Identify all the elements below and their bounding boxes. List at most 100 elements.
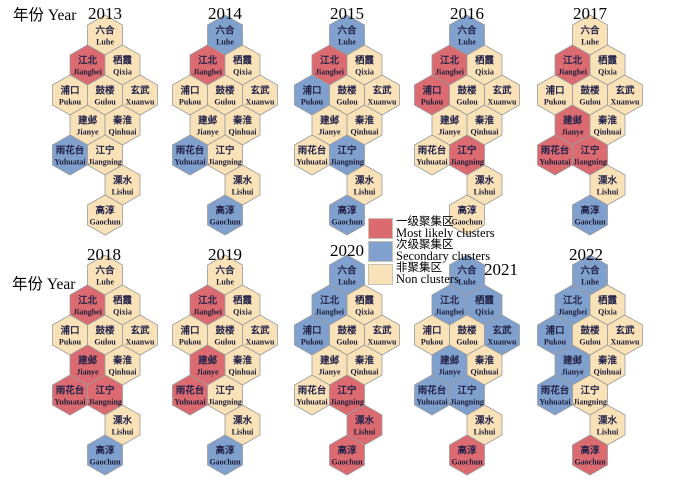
hex-label-zh-2018-gaochun: 高淳 xyxy=(95,445,115,457)
hex-label-en-2020-xuanwu: Xuanwu xyxy=(368,338,397,347)
hex-label-en-2020-luhe: Luhe xyxy=(338,278,356,287)
hex-label-zh-2016-gaochun: 高淳 xyxy=(457,205,477,217)
hex-label-zh-2016-luhe: 六合 xyxy=(457,25,477,37)
hex-label-zh-2022-jiangning: 江宁 xyxy=(580,385,600,397)
hex-label-en-2014-jiangbei: Jiangbei xyxy=(193,68,223,77)
hex-label-zh-2022-yuhuatai: 雨花台 xyxy=(541,385,570,397)
hex-label-en-2019-jiangbei: Jiangbei xyxy=(193,308,223,317)
hex-label-en-2013-luhe: Luhe xyxy=(96,38,114,47)
hex-label-zh-2018-qixia: 栖霞 xyxy=(113,295,133,307)
hex-label-en-2020-pukou: Pukou xyxy=(301,338,324,347)
hex-label-zh-2013-luhe: 六合 xyxy=(95,25,115,37)
hex-label-en-2022-xuanwu: Xuanwu xyxy=(611,338,640,347)
hex-label-en-2017-pukou: Pukou xyxy=(544,98,567,107)
hex-label-zh-2019-gulou: 鼓楼 xyxy=(215,325,235,337)
hex-label-en-2021-jiangning: Jiangning xyxy=(450,398,484,407)
legend-text-non-clusters: 非聚集区 Non clusters xyxy=(396,263,459,286)
hex-label-en-2014-xuanwu: Xuanwu xyxy=(246,98,275,107)
legend-text-most-likely: 一级聚集区 Most likely clusters xyxy=(396,217,495,240)
hex-label-zh-2013-gulou: 鼓楼 xyxy=(95,85,115,97)
hex-label-zh-2013-qixia: 栖霞 xyxy=(113,55,133,67)
hex-label-en-2013-qinhuai: Qinhuai xyxy=(108,128,137,137)
hex-label-en-2013-gaochun: Gaochun xyxy=(89,218,121,227)
hex-label-en-2022-jiangbei: Jiangbei xyxy=(558,308,588,317)
hex-label-zh-2017-gulou: 鼓楼 xyxy=(580,85,600,97)
hex-label-en-2015-qixia: Qixia xyxy=(355,68,374,77)
hex-label-zh-2020-jianye: 建邺 xyxy=(319,355,340,367)
hex-label-en-2020-lishui: Lishui xyxy=(354,428,377,437)
hex-label-zh-2013-yuhuatai: 雨花台 xyxy=(56,145,85,157)
hex-label-zh-2015-qixia: 栖霞 xyxy=(355,55,375,67)
hex-label-en-2017-jianye: Jianye xyxy=(561,128,584,137)
hex-label-zh-2017-jiangning: 江宁 xyxy=(580,145,600,157)
year-title-2015: 2015 xyxy=(330,4,364,23)
hex-label-en-2013-qixia: Qixia xyxy=(113,68,132,77)
hex-label-en-2020-qixia: Qixia xyxy=(355,308,374,317)
hex-label-zh-2020-gulou: 鼓楼 xyxy=(337,325,357,337)
hex-2021-gaochun xyxy=(449,434,485,476)
year-title-2019: 2019 xyxy=(208,245,242,264)
hex-label-zh-2014-jiangning: 江宁 xyxy=(215,145,235,157)
hex-2017-gaochun xyxy=(572,194,608,236)
hex-label-en-2013-jiangbei: Jiangbei xyxy=(73,68,103,77)
hex-2016-gaochun xyxy=(449,194,485,236)
hex-2013-gaochun xyxy=(87,194,123,236)
hex-label-zh-2016-jianye: 建邺 xyxy=(439,115,460,127)
year-title-2018: 2018 xyxy=(87,245,121,264)
hex-label-en-2017-gulou: Gulou xyxy=(579,98,601,107)
hex-label-en-2021-xuanwu: Xuanwu xyxy=(488,338,517,347)
hex-label-zh-2022-gaochun: 高淳 xyxy=(580,445,600,457)
hex-label-zh-2019-xuanwu: 玄武 xyxy=(250,325,270,337)
hex-label-en-2018-yuhuatai: Yuhuatai xyxy=(54,398,86,407)
hex-label-zh-2021-luhe: 六合 xyxy=(457,265,477,277)
hex-2019-gaochun xyxy=(207,434,243,476)
hex-label-en-2016-luhe: Luhe xyxy=(458,38,476,47)
hex-label-en-2017-lishui: Lishui xyxy=(597,188,620,197)
hex-label-zh-2021-jiangning: 江宁 xyxy=(457,385,477,397)
hex-label-zh-2020-jiangbei: 江北 xyxy=(320,295,340,307)
hex-label-zh-2013-xuanwu: 玄武 xyxy=(130,85,150,97)
hex-label-en-2021-jiangbei: Jiangbei xyxy=(435,308,465,317)
hex-2015-gaochun xyxy=(329,194,365,236)
hex-label-en-2021-jianye: Jianye xyxy=(438,368,461,377)
hex-label-zh-2021-pukou: 浦口 xyxy=(422,325,441,337)
hex-label-zh-2021-gulou: 鼓楼 xyxy=(457,325,477,337)
hex-label-en-2018-jiangning: Jiangning xyxy=(88,398,122,407)
hex-label-en-2020-jianye: Jianye xyxy=(318,368,341,377)
hex-label-en-2022-qinhuai: Qinhuai xyxy=(593,368,622,377)
hex-label-zh-2016-qinhuai: 秦淮 xyxy=(474,115,495,127)
hex-label-zh-2022-xuanwu: 玄武 xyxy=(615,325,635,337)
hex-label-en-2015-gaochun: Gaochun xyxy=(331,218,363,227)
hex-label-zh-2019-luhe: 六合 xyxy=(215,265,235,277)
hex-label-en-2013-yuhuatai: Yuhuatai xyxy=(54,158,86,167)
hex-label-en-2017-jiangbei: Jiangbei xyxy=(558,68,588,77)
hex-label-en-2015-jianye: Jianye xyxy=(318,128,341,137)
hex-label-en-2019-qixia: Qixia xyxy=(233,308,252,317)
hex-label-zh-2015-yuhuatai: 雨花台 xyxy=(298,145,327,157)
hex-label-en-2019-gaochun: Gaochun xyxy=(209,458,241,467)
hex-label-en-2015-yuhuatai: Yuhuatai xyxy=(296,158,328,167)
legend-label-zh: 次级聚集区 xyxy=(396,239,454,252)
hex-label-en-2015-qinhuai: Qinhuai xyxy=(350,128,379,137)
hex-label-en-2022-pukou: Pukou xyxy=(544,338,567,347)
hex-label-zh-2018-jiangning: 江宁 xyxy=(95,385,115,397)
hex-label-zh-2015-jiangning: 江宁 xyxy=(337,145,357,157)
hex-label-en-2013-lishui: Lishui xyxy=(112,188,135,197)
hex-label-zh-2016-jiangning: 江宁 xyxy=(457,145,477,157)
year-title-2022: 2022 xyxy=(569,245,603,264)
hex-label-en-2013-pukou: Pukou xyxy=(59,98,82,107)
cluster-legend: 一级聚集区 Most likely clusters 次级聚集区 Seconda… xyxy=(368,217,495,286)
hex-label-en-2020-jiangning: Jiangning xyxy=(330,398,364,407)
hex-label-en-2021-yuhuatai: Yuhuatai xyxy=(416,398,448,407)
hex-label-en-2015-pukou: Pukou xyxy=(301,98,324,107)
hex-label-zh-2017-yuhuatai: 雨花台 xyxy=(541,145,570,157)
hex-label-zh-2020-lishui: 溧水 xyxy=(355,415,375,427)
hex-label-zh-2014-jianye: 建邺 xyxy=(197,115,218,127)
hex-label-zh-2018-luhe: 六合 xyxy=(95,265,115,277)
